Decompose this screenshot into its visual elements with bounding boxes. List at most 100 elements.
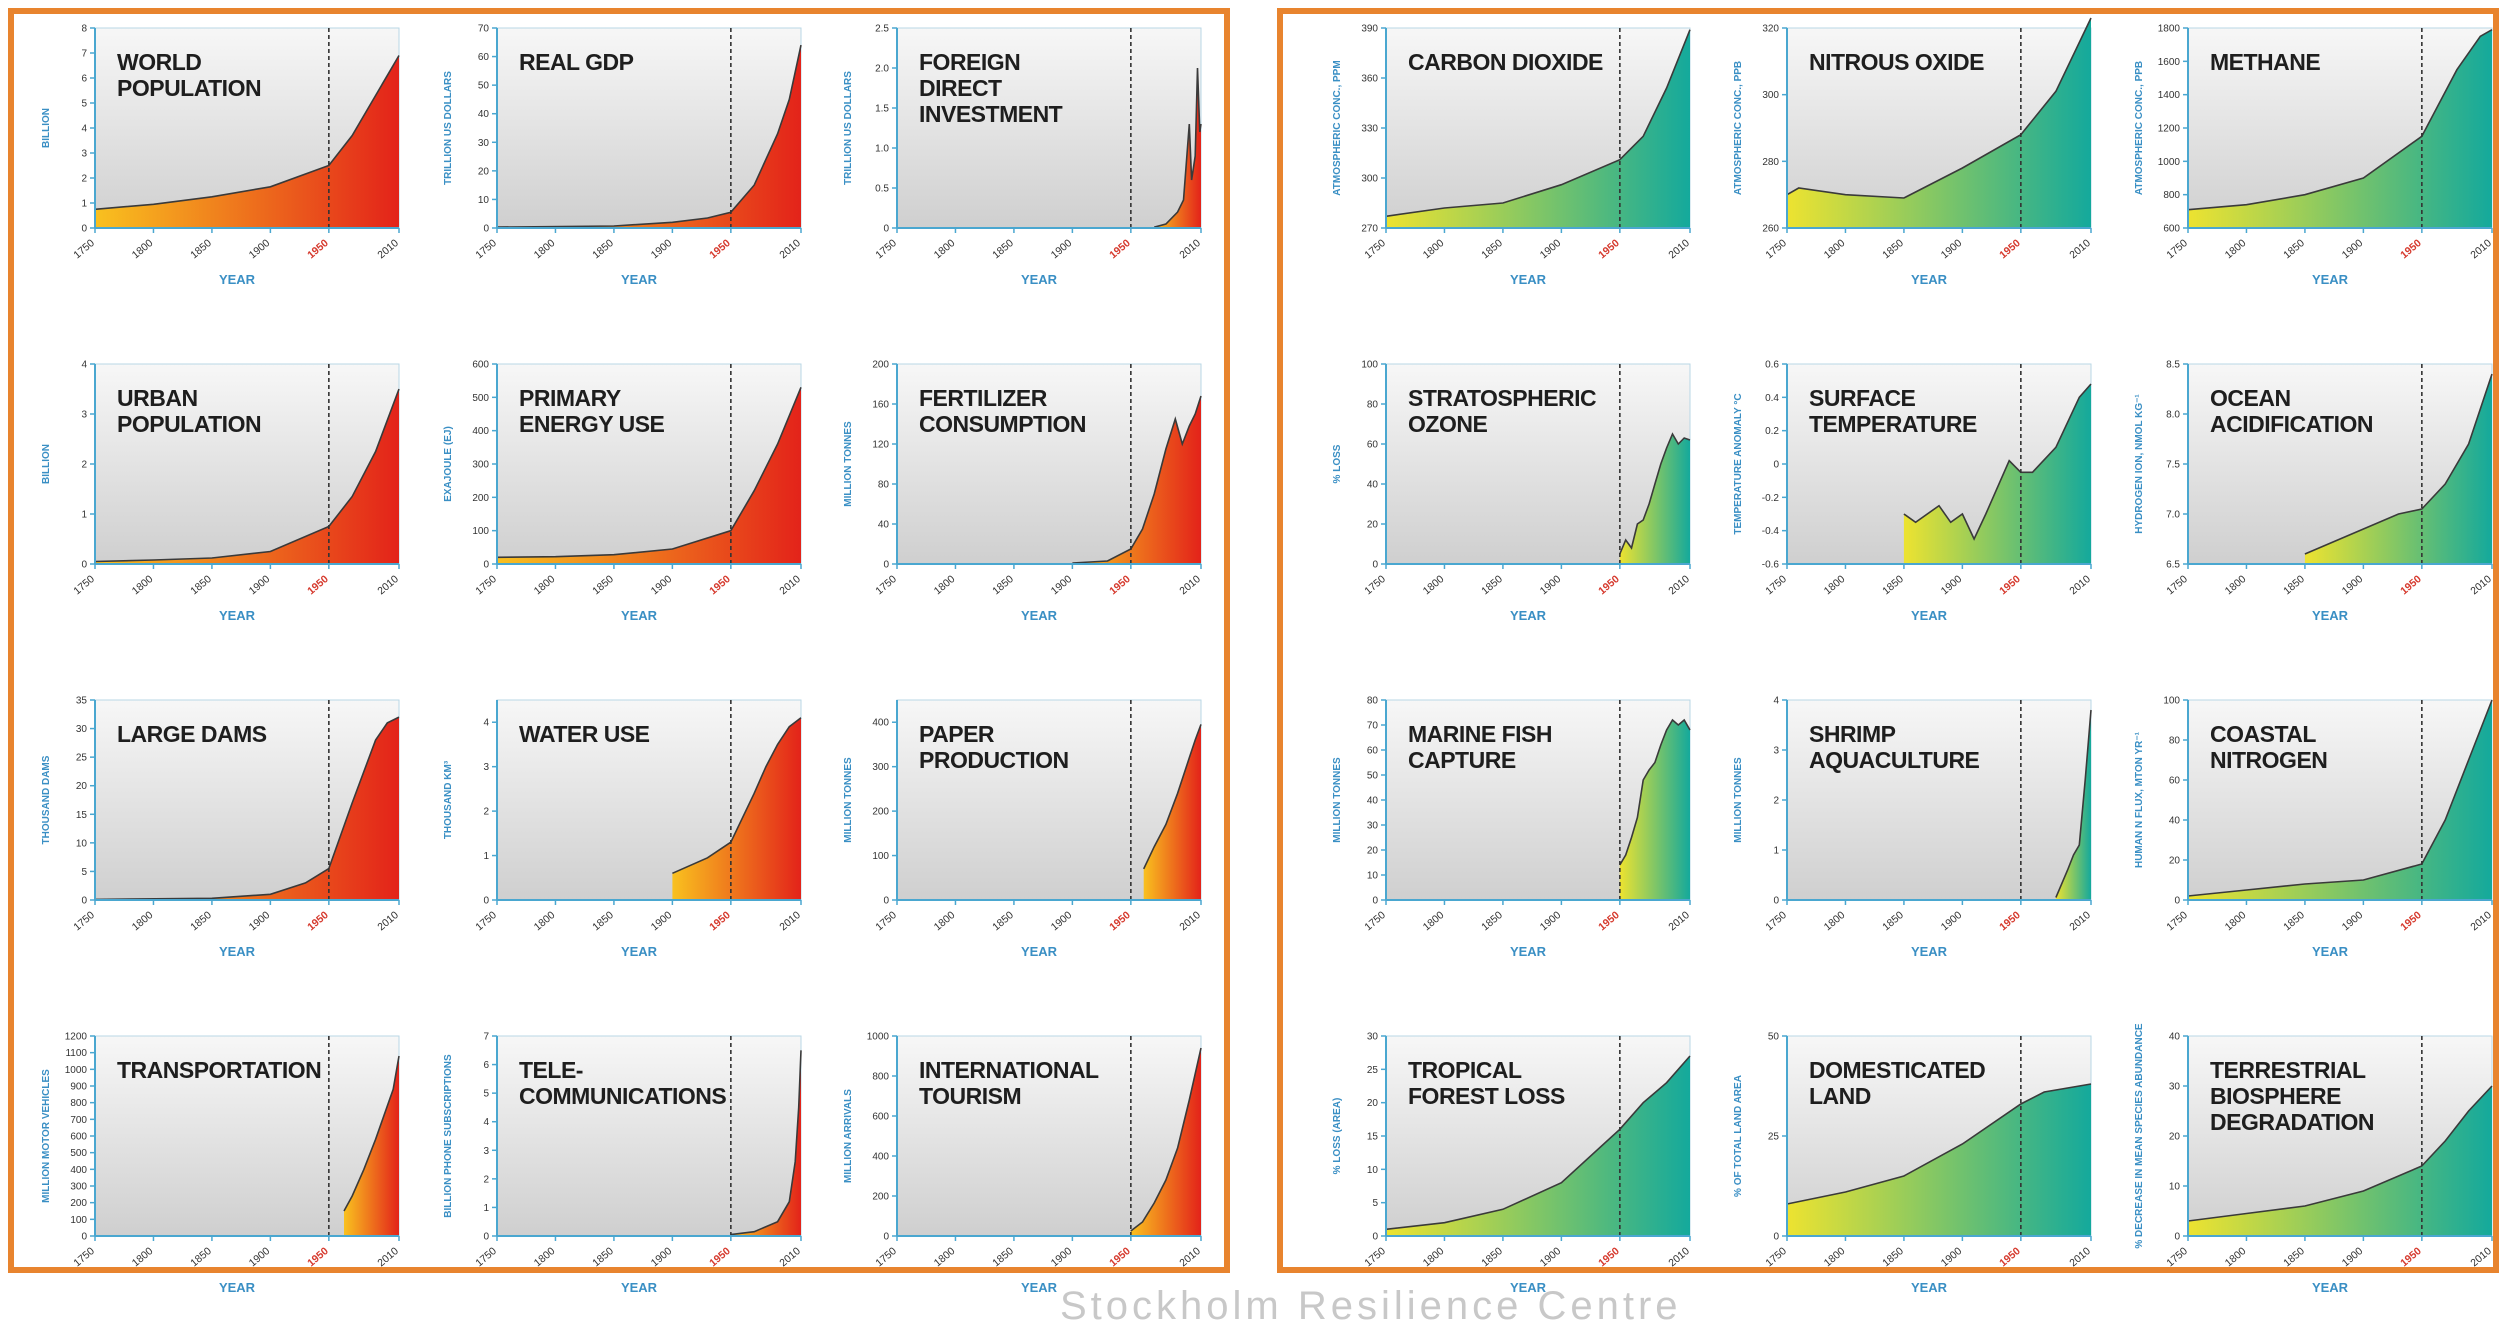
x-tick-label: 1800 <box>1822 237 1848 261</box>
x-axis-label: YEAR <box>2312 944 2349 959</box>
x-tick-label: 1950 <box>1107 237 1133 261</box>
x-tick-label: 1950 <box>305 573 331 597</box>
chart-paper-production: 01002003004001750 1800 1850 1900 1950 2010YEA… <box>843 700 1203 959</box>
y-tick-label: 60 <box>1367 746 1379 757</box>
x-tick-label: 1900 <box>1538 1245 1564 1269</box>
x-axis-label: YEAR <box>219 1280 256 1295</box>
chart-title-line: CAPTURE <box>1408 747 1516 773</box>
y-tick-label: 100 <box>1361 360 1378 371</box>
chart-title-line: AQUACULTURE <box>1809 747 1980 773</box>
x-tick-label: 1800 <box>1421 573 1447 597</box>
y-tick-label: 40 <box>2169 1032 2181 1043</box>
y-tick-label: 80 <box>1367 696 1379 707</box>
y-axis-label: ATMOSPHERIC CONC., PPB <box>2134 61 2145 195</box>
y-tick-label: 80 <box>878 480 890 491</box>
y-tick-label: 400 <box>472 426 489 437</box>
chart-title-line: PRIMARY <box>519 385 621 411</box>
y-axis-label: BILLION <box>41 108 52 148</box>
chart-title-line: TOURISM <box>919 1083 1021 1109</box>
x-tick-label: 1800 <box>1421 237 1447 261</box>
x-tick-label: 2010 <box>1666 573 1692 597</box>
y-tick-label: 1000 <box>65 1065 88 1076</box>
x-tick-label: 1850 <box>590 1245 616 1269</box>
y-tick-label: 20 <box>76 781 88 792</box>
y-tick-label: 1100 <box>65 1048 87 1059</box>
x-tick-label: 1850 <box>990 573 1016 597</box>
y-axis-label: BILLION <box>41 444 52 484</box>
x-tick-label: 1950 <box>2398 1245 2424 1269</box>
footer-caption: Stockholm Resilience Centre <box>1060 1284 1682 1329</box>
y-tick-label: 0 <box>883 1232 889 1243</box>
x-tick-label: 1900 <box>1939 1245 1965 1269</box>
y-tick-label: 1000 <box>867 1032 890 1043</box>
y-tick-label: 0.6 <box>1765 360 1779 371</box>
x-tick-label: 1800 <box>532 573 558 597</box>
x-tick-label: 1850 <box>990 1245 1016 1269</box>
y-tick-label: 25 <box>76 753 88 764</box>
x-tick-label: 1750 <box>1763 573 1789 597</box>
y-tick-label: 100 <box>472 526 489 537</box>
y-tick-label: 0 <box>483 224 489 235</box>
x-tick-label: 1750 <box>1362 909 1388 933</box>
y-tick-label: 15 <box>1367 1132 1379 1143</box>
x-axis-label: YEAR <box>1021 272 1058 287</box>
x-tick-label: 1900 <box>1538 573 1564 597</box>
x-tick-label: 1850 <box>1880 573 1906 597</box>
x-tick-label: 1750 <box>2164 573 2190 597</box>
y-axis-label: ATMOSPHERIC CONC., PPB <box>1733 61 1744 195</box>
x-tick-label: 1800 <box>932 1245 958 1269</box>
y-tick-label: 3 <box>81 410 87 421</box>
y-tick-label: 1000 <box>2158 157 2181 168</box>
x-tick-label: 1800 <box>130 237 156 261</box>
x-tick-label: 1950 <box>305 237 331 261</box>
y-tick-label: 10 <box>2169 1182 2181 1193</box>
y-tick-label: 0 <box>883 560 889 571</box>
y-tick-label: 600 <box>2163 224 2180 235</box>
y-tick-label: 700 <box>70 1115 87 1126</box>
chart-title-line: OCEAN <box>2210 385 2291 411</box>
y-tick-label: 40 <box>878 520 890 531</box>
chart-stratospheric-ozone: 0204060801001750 1800 1850 1900 1950 2010YEAR… <box>1332 360 1692 624</box>
chart-water-use: 0 1 2 3 4 1750 1800 1850 1900 1950 2010 YEAR THOUSAN… <box>443 700 803 959</box>
y-tick-label: 4 <box>81 360 87 371</box>
y-tick-label: 2 <box>483 807 489 818</box>
y-tick-label: 8 <box>81 24 87 35</box>
chart-urban-population: 0 1 2 3 4 1750 1800 1850 1900 1950 2010 YEAR BILLION… <box>41 360 401 624</box>
chart-title-line: WATER USE <box>519 721 650 747</box>
x-tick-label: 1800 <box>2223 237 2249 261</box>
y-tick-label: 50 <box>478 81 490 92</box>
x-tick-label: 1750 <box>1362 1245 1388 1269</box>
y-tick-label: -0.4 <box>1762 526 1780 537</box>
y-axis-label: EXAJOULE (EJ) <box>443 426 454 502</box>
chart-title-line: ENERGY USE <box>519 411 665 437</box>
x-tick-label: 1900 <box>649 909 675 933</box>
chart-domesticated-land: 025501750 1800 1850 1900 1950 2010YEAR% OF TO… <box>1733 1032 2093 1296</box>
x-tick-label: 1950 <box>2398 237 2424 261</box>
y-tick-label: 4 <box>1773 696 1779 707</box>
x-tick-label: 1850 <box>188 573 214 597</box>
x-tick-label: 1900 <box>1939 237 1965 261</box>
y-tick-label: 80 <box>2169 736 2181 747</box>
y-tick-label: 3 <box>1773 746 1779 757</box>
chart-carbon-dioxide: 2703003303603901750 1800 1850 1900 1950 2010Y… <box>1332 24 1692 288</box>
x-tick-label: 1950 <box>1107 909 1133 933</box>
y-tick-label: 40 <box>1367 796 1379 807</box>
y-axis-label: HYDROGEN ION, NMOL KG⁻¹ <box>2134 394 2145 534</box>
x-tick-label: 1950 <box>707 1245 733 1269</box>
chart-title-line: NITROUS OXIDE <box>1809 49 1984 75</box>
y-tick-label: 60 <box>478 52 490 63</box>
x-axis-label: YEAR <box>1021 944 1058 959</box>
y-tick-label: 0 <box>1773 1232 1779 1243</box>
x-tick-label: 1900 <box>2340 1245 2366 1269</box>
x-tick-label: 1950 <box>707 237 733 261</box>
x-tick-label: 1750 <box>473 573 499 597</box>
y-tick-label: 100 <box>70 1215 87 1226</box>
x-tick-label: 1850 <box>590 909 616 933</box>
y-tick-label: 400 <box>70 1165 87 1176</box>
x-axis-label: YEAR <box>219 608 256 623</box>
chart-tele-communications: 012345671750 1800 1850 1900 1950 2010YEARBILL… <box>443 1032 803 1296</box>
x-tick-label: 2010 <box>1177 237 1203 261</box>
y-tick-label: 390 <box>1361 24 1378 35</box>
x-tick-label: 1800 <box>130 573 156 597</box>
x-tick-label: 1850 <box>1479 909 1505 933</box>
